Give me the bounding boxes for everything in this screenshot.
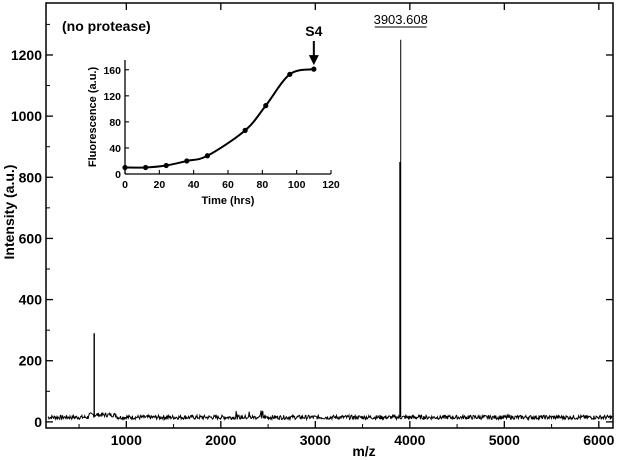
inset-data-point <box>122 164 128 171</box>
inset-x-tick-label: 120 <box>322 179 340 191</box>
y-tick-label: 800 <box>19 169 43 185</box>
baseline-noise <box>47 410 613 422</box>
inset-y-tick-label: 80 <box>109 117 121 129</box>
inset-data-point <box>263 103 269 109</box>
main-axis-ticks: 1000 2000 3000 4000 5000 60000200400600800100… <box>11 3 615 448</box>
arrow-head <box>308 55 319 66</box>
inset-axis-ticks: 0 20 40 60 80 100 120 0 40 80 120 160 <box>103 65 339 191</box>
inset-x-tick-label: 20 <box>153 179 165 191</box>
x-tick-label: 5000 <box>489 432 520 448</box>
inset-x-tick-label: 60 <box>222 179 234 191</box>
inset-x-tick-label: 80 <box>256 179 268 191</box>
inset-chart: 0 20 40 60 80 100 120 0 40 80 120 160 Time (hrs) Fl… <box>87 23 340 207</box>
inset-data-point <box>204 153 210 159</box>
x-tick-label: 3000 <box>300 432 331 448</box>
arrow-icon <box>308 41 319 66</box>
inset-y-tick-label: 120 <box>103 91 121 103</box>
x-tick-label: 4000 <box>394 432 425 448</box>
x-axis-title: m/z <box>352 443 375 459</box>
peak-label: 3903.608 <box>374 12 428 27</box>
inset-data-point <box>311 66 317 72</box>
y-axis-title: Intensity (a.u.) <box>1 165 17 260</box>
inset-x-axis-title: Time (hrs) <box>202 195 255 207</box>
y-tick-label: 200 <box>19 353 43 369</box>
inset-data-point <box>184 158 190 164</box>
x-tick-label: 2000 <box>205 432 236 448</box>
main-plot-frame <box>45 2 614 429</box>
y-tick-label: 400 <box>19 292 43 308</box>
x-tick-label: 6000 <box>583 432 614 448</box>
spectrum-trace <box>47 39 613 422</box>
inset-y-axis-title: Fluorescence (a.u.) <box>87 67 99 168</box>
x-tick-label: 1000 <box>111 432 142 448</box>
y-tick-label: 1200 <box>11 47 42 63</box>
inset-data-point <box>163 162 169 169</box>
inset-series-line <box>124 68 315 169</box>
inset-x-tick-label: 100 <box>288 179 306 191</box>
y-tick-label: 1000 <box>11 108 42 124</box>
inset-points <box>122 66 317 171</box>
inset-y-tick-label: 0 <box>115 169 121 181</box>
y-tick-label: 0 <box>34 414 42 430</box>
arrow-label: S4 <box>305 23 322 39</box>
inset-data-point <box>242 127 248 133</box>
inset-data-point <box>143 164 149 171</box>
inset-x-tick-label: 0 <box>122 179 128 191</box>
inset-y-tick-label: 40 <box>109 143 121 155</box>
y-tick-label: 600 <box>19 230 43 246</box>
inset-x-tick-label: 40 <box>188 179 200 191</box>
condition-annotation: (no protease) <box>62 18 151 34</box>
inset-y-tick-label: 160 <box>103 65 121 77</box>
inset-data-point <box>287 71 293 77</box>
